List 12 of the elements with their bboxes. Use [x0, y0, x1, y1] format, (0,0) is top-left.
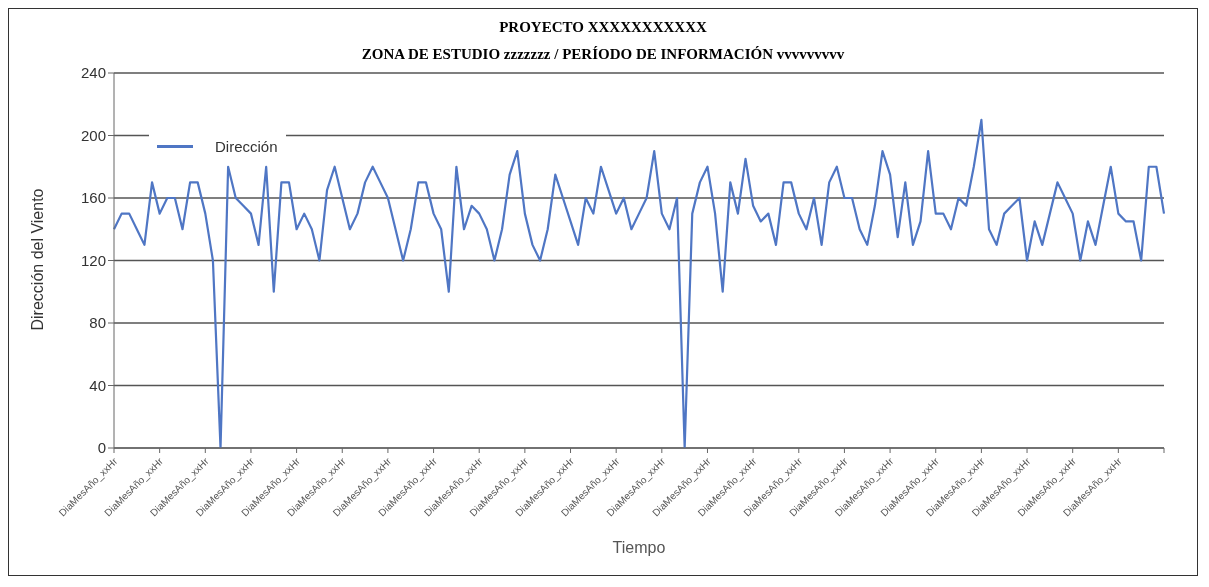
x-axis-title: Tiempo [612, 539, 666, 556]
y-axis-title: Dirección del Viento [28, 188, 46, 331]
chart-subtitle: ZONA DE ESTUDIO zzzzzzz / PERÍODO DE INFORMACIÓN vvvvvvvvv [360, 46, 846, 63]
y-tick-label: 160 [80, 189, 106, 207]
y-tick-label: 80 [89, 314, 106, 332]
y-tick-label: 120 [80, 251, 106, 269]
y-tick-label: 200 [80, 126, 106, 144]
chart-title: PROYECTO XXXXXXXXXXX [498, 19, 708, 36]
y-tick-label: 240 [80, 64, 106, 82]
y-tick-label: 40 [89, 376, 106, 394]
legend-label: Dirección [215, 138, 278, 155]
y-tick-label: 0 [97, 439, 106, 457]
